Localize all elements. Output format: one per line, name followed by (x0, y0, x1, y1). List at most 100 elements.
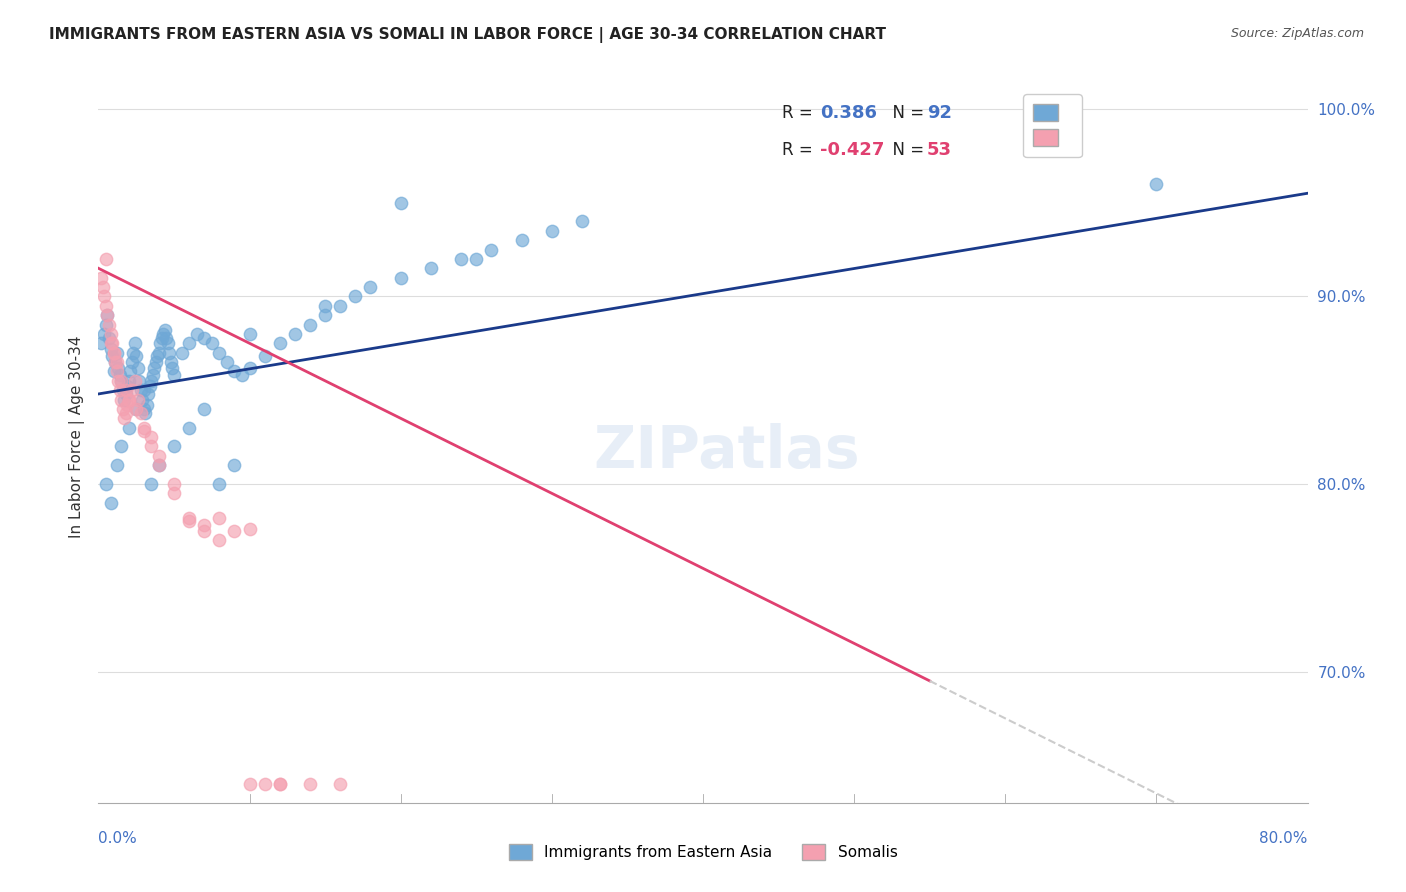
Point (112, 392, 135, 407)
Point (148, 345, 170, 359)
Point (105, 458, 128, 473)
Point (145, 355, 167, 369)
Point (148, 458, 170, 473)
Point (129, 383, 152, 397)
Point (159, 345, 181, 359)
Point (93, 326, 115, 341)
Text: Source: ZipAtlas.com: Source: ZipAtlas.com (1230, 27, 1364, 40)
Text: 92: 92 (927, 104, 952, 122)
Point (153, 323, 176, 337)
Point (540, 224, 562, 238)
Point (105, 355, 128, 369)
Point (150, 331, 173, 345)
Text: N =: N = (882, 141, 929, 159)
Point (149, 336, 172, 351)
Point (141, 430, 163, 444)
Point (160, 355, 183, 369)
Point (125, 350, 148, 364)
Point (208, 533, 231, 548)
Point (101, 350, 124, 364)
Point (155, 331, 177, 345)
Point (314, 308, 336, 322)
Point (101, 336, 124, 351)
Point (141, 477, 163, 491)
Point (163, 486, 186, 500)
Point (103, 364, 125, 378)
Point (143, 360, 166, 375)
Point (269, 777, 291, 791)
Point (91, 280, 114, 294)
Point (118, 374, 141, 388)
Text: R =: R = (782, 104, 818, 122)
Point (124, 374, 146, 388)
Point (193, 524, 215, 538)
Point (179, 420, 201, 434)
Point (90, 270, 112, 285)
Point (132, 425, 155, 439)
Point (129, 406, 152, 420)
Point (269, 777, 291, 791)
Point (179, 510, 201, 524)
Point (120, 364, 142, 378)
Legend: Immigrants from Eastern Asia, Somalis: Immigrants from Eastern Asia, Somalis (502, 838, 904, 866)
Point (142, 368, 165, 383)
Point (163, 477, 186, 491)
Point (152, 326, 174, 341)
Point (510, 233, 533, 247)
Point (163, 440, 186, 454)
Point (344, 289, 367, 303)
Text: 0.0%: 0.0% (98, 831, 138, 846)
Point (193, 518, 215, 533)
Point (148, 449, 170, 463)
Point (127, 392, 149, 407)
Point (201, 336, 224, 351)
Point (269, 336, 291, 351)
Point (104, 355, 127, 369)
Point (100, 496, 122, 510)
Point (118, 420, 141, 434)
Point (215, 355, 238, 369)
Point (163, 368, 186, 383)
Point (156, 336, 179, 351)
Point (132, 383, 155, 397)
Point (110, 374, 132, 388)
Point (96, 308, 118, 322)
Text: IMMIGRANTS FROM EASTERN ASIA VS SOMALI IN LABOR FORCE | AGE 30-34 CORRELATION CH: IMMIGRANTS FROM EASTERN ASIA VS SOMALI I… (49, 27, 886, 43)
Point (329, 777, 352, 791)
Point (100, 336, 122, 351)
Point (239, 360, 262, 375)
Point (389, 195, 412, 210)
Point (284, 326, 307, 341)
Point (118, 392, 141, 407)
Text: R =: R = (782, 141, 818, 159)
Text: 80.0%: 80.0% (1260, 831, 1308, 846)
Point (114, 383, 136, 397)
Point (481, 243, 503, 257)
Point (134, 406, 156, 420)
Point (121, 383, 143, 397)
Text: 53: 53 (927, 141, 952, 159)
Point (115, 398, 138, 412)
Point (193, 331, 215, 345)
Point (100, 342, 122, 356)
Point (239, 522, 262, 536)
Point (108, 368, 131, 383)
Point (231, 368, 253, 383)
Point (224, 364, 246, 378)
Point (110, 374, 132, 388)
Point (131, 392, 153, 407)
Point (114, 387, 136, 401)
Point (122, 345, 145, 359)
Point (94, 252, 117, 266)
Point (128, 374, 150, 388)
Point (127, 360, 149, 375)
Point (179, 336, 201, 351)
Point (314, 299, 336, 313)
Point (94, 318, 117, 332)
Point (115, 379, 138, 393)
Point (111, 401, 134, 416)
Point (107, 360, 129, 375)
Point (104, 355, 127, 369)
Point (299, 777, 322, 791)
Point (148, 458, 170, 473)
